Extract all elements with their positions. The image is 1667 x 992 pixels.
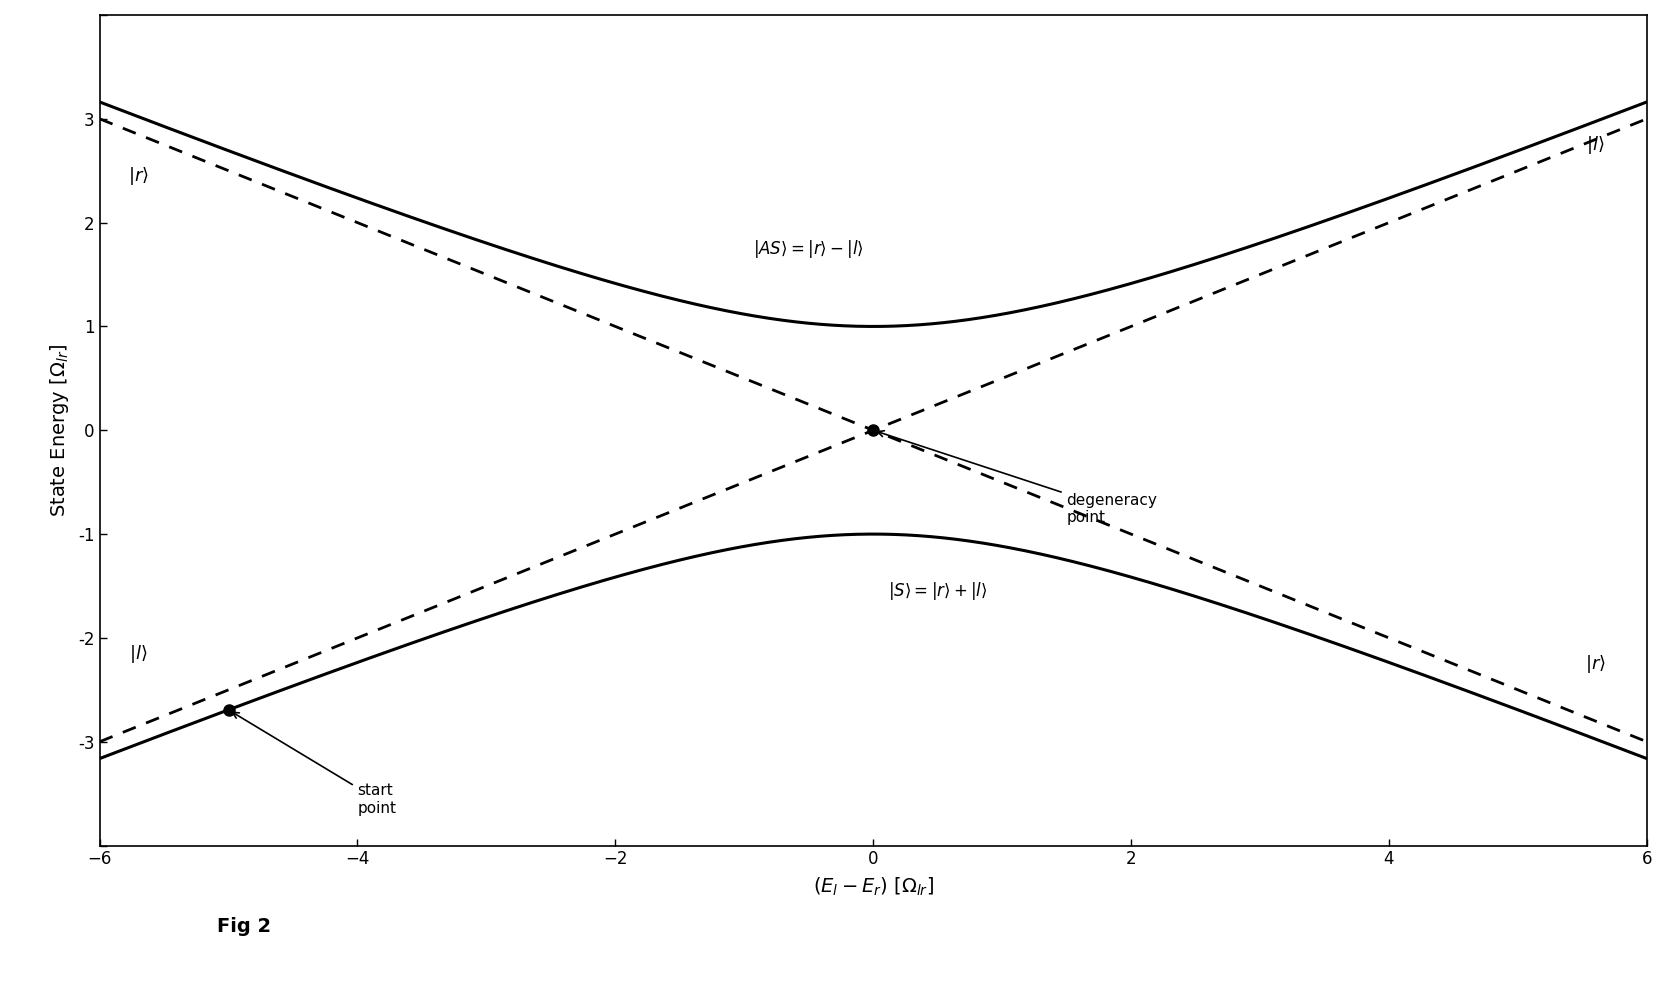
X-axis label: $(E_l - E_r)$ $[\Omega_{lr}]$: $(E_l - E_r)$ $[\Omega_{lr}]$ [813, 875, 934, 898]
Y-axis label: State Energy $[\Omega_{lr}]$: State Energy $[\Omega_{lr}]$ [48, 343, 72, 517]
Text: Fig 2: Fig 2 [217, 918, 270, 936]
Text: start
point: start point [232, 712, 397, 815]
Text: $|l\rangle$: $|l\rangle$ [128, 643, 148, 665]
Text: $|S\rangle=|r\rangle+|l\rangle$: $|S\rangle=|r\rangle+|l\rangle$ [889, 580, 987, 602]
Text: $|l\rangle$: $|l\rangle$ [1585, 134, 1604, 156]
Text: $|r\rangle$: $|r\rangle$ [1585, 653, 1605, 675]
Text: $|AS\rangle=|r\rangle-|l\rangle$: $|AS\rangle=|r\rangle-|l\rangle$ [753, 238, 864, 260]
Text: $|r\rangle$: $|r\rangle$ [128, 165, 148, 187]
Text: degeneracy
point: degeneracy point [877, 431, 1157, 525]
